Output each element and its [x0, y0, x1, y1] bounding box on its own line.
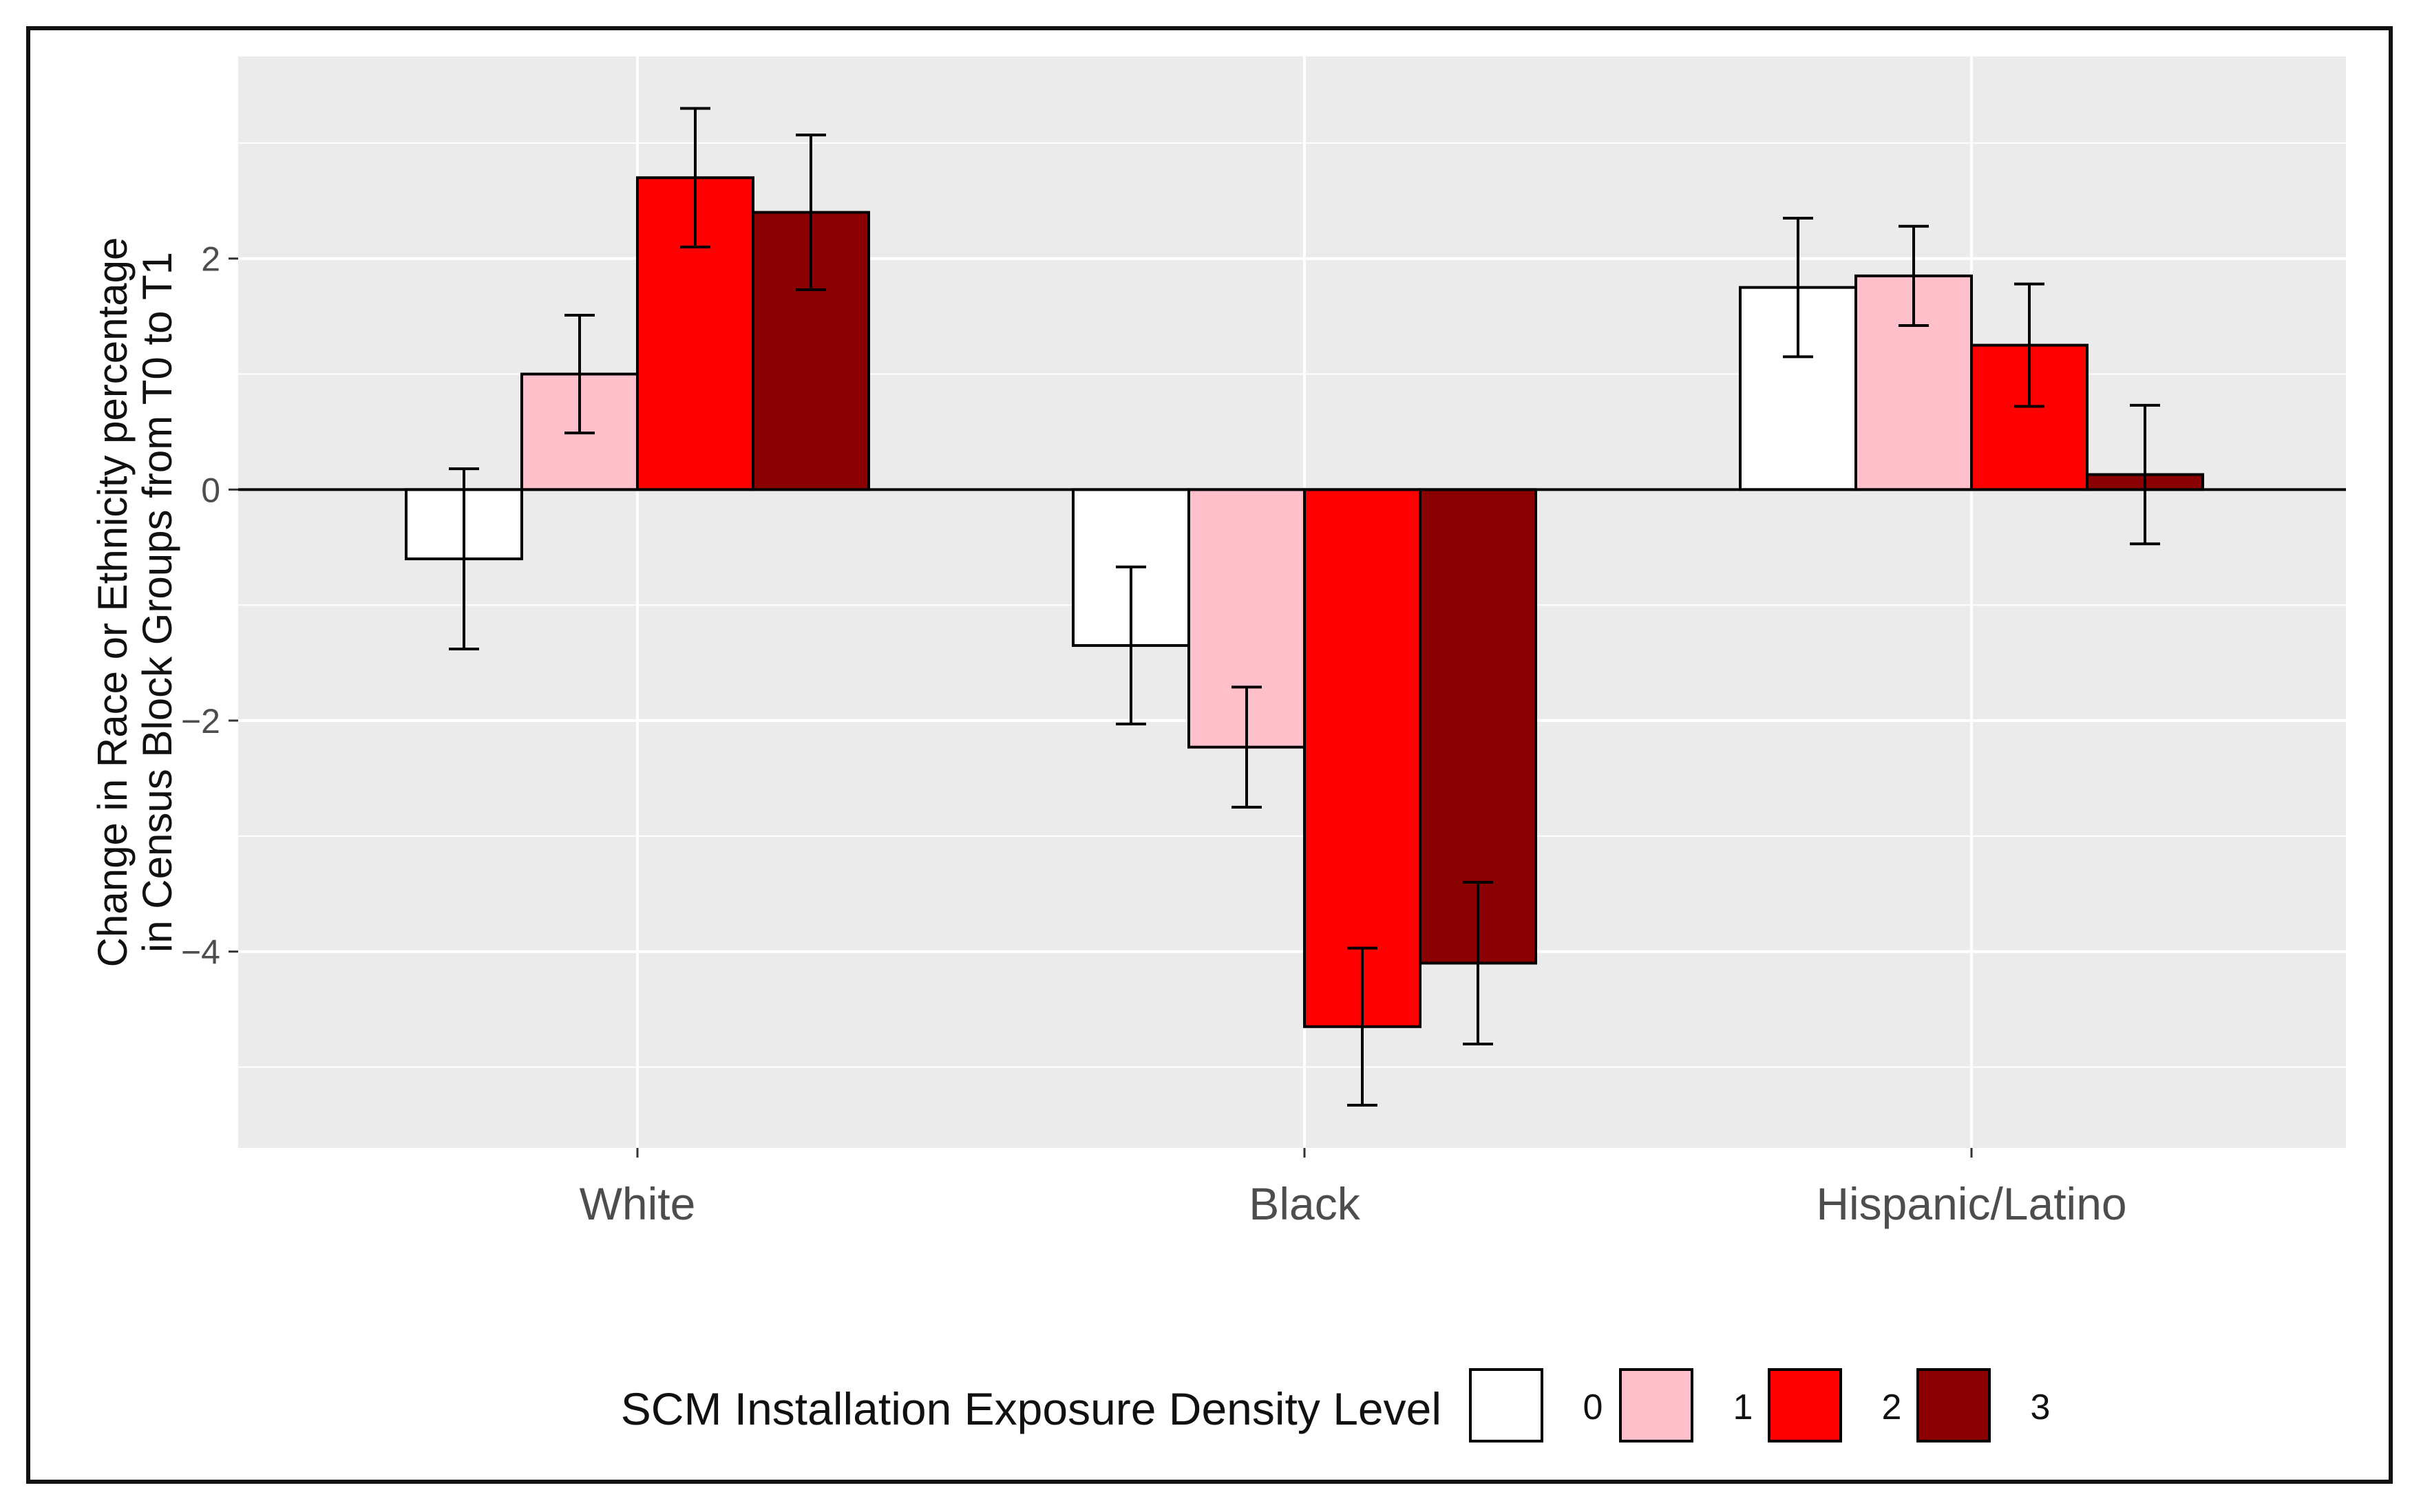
- error-bar: [1231, 685, 1262, 809]
- y-tick-label: −4: [181, 933, 220, 972]
- error-bar: [449, 467, 479, 650]
- error-bar: [1116, 565, 1146, 726]
- x-tick-label: Hispanic/Latino: [1816, 1178, 2126, 1229]
- legend-label-level-0: 0: [1583, 1387, 1603, 1427]
- error-bar: [564, 313, 595, 435]
- legend-key-level-0: [1469, 1368, 1543, 1442]
- legend-key-level-1: [1619, 1368, 1693, 1442]
- error-bar: [680, 107, 710, 248]
- y-axis-title-line-2: in Census Block Groups from T0 to T1: [134, 252, 180, 952]
- legend-label-level-3: 3: [2031, 1387, 2051, 1427]
- chart-frame: −4 −2 0 2 White Black Hispanic/Latino Change …: [26, 26, 2393, 1484]
- y-axis-title-line-1: Change in Race or Ethnicity percentage: [89, 237, 136, 968]
- x-tick-label: White: [580, 1178, 696, 1229]
- plot-panel: [238, 56, 2346, 1148]
- legend: SCM Installation Exposure Density Level …: [621, 1368, 2051, 1442]
- legend-key-level-2: [1768, 1368, 1842, 1442]
- y-tick-label: −2: [181, 702, 220, 741]
- bar-chart: −4 −2 0 2 White Black Hispanic/Latino Change …: [89, 56, 2346, 1442]
- y-axis: −4 −2 0 2: [181, 240, 238, 972]
- x-tick-label: Black: [1249, 1178, 1360, 1229]
- y-tick-label: 0: [201, 471, 220, 509]
- error-bar: [1463, 880, 1493, 1045]
- error-bar: [1783, 216, 1813, 359]
- x-axis: White Black Hispanic/Latino: [580, 1148, 2127, 1229]
- error-bar: [1347, 946, 1377, 1107]
- error-bar: [1899, 224, 1929, 328]
- y-tick-label: 2: [201, 240, 220, 279]
- legend-label-level-1: 1: [1733, 1387, 1753, 1427]
- error-bar: [2130, 403, 2160, 546]
- legend-label-level-2: 2: [1882, 1387, 1902, 1427]
- legend-key-level-3: [1916, 1368, 1991, 1442]
- bars: [238, 107, 2346, 1107]
- bar-black-level-2: [1303, 488, 1421, 1028]
- error-bar: [796, 134, 826, 292]
- legend-title: SCM Installation Exposure Density Level: [621, 1383, 1441, 1434]
- error-bar: [2014, 282, 2044, 408]
